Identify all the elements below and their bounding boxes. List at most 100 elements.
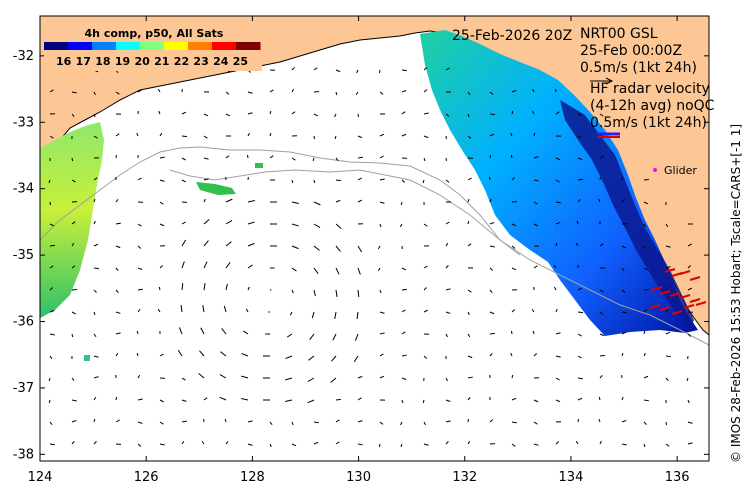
current-vector [355, 333, 359, 341]
current-vector [181, 420, 187, 423]
current-vector [379, 133, 385, 137]
current-vector [137, 443, 142, 447]
current-vector [241, 375, 249, 379]
current-vector [577, 287, 583, 291]
current-vector [533, 223, 539, 227]
current-vector [599, 113, 604, 117]
current-vector [357, 397, 362, 401]
current-vector [643, 223, 646, 228]
current-vector [291, 443, 297, 447]
current-vector [555, 399, 561, 403]
current-vector [555, 308, 558, 313]
current-vector [159, 156, 165, 159]
current-vector [401, 309, 406, 313]
current-vector [510, 132, 513, 137]
current-vector [379, 223, 382, 228]
current-vector [576, 220, 579, 225]
current-vector [357, 199, 363, 203]
current-vector [313, 245, 320, 251]
current-vector [313, 201, 321, 206]
current-vector [137, 398, 143, 401]
current-vector [137, 245, 142, 249]
current-vector [577, 311, 583, 314]
current-vector [202, 305, 205, 313]
current-vector [269, 155, 274, 159]
current-vector [159, 443, 165, 446]
current-vector [137, 288, 143, 291]
radar-label-2: (4-12h avg) noQC [590, 98, 715, 114]
current-vector [201, 440, 205, 445]
current-vector [137, 374, 141, 379]
colorbar-tick-label: 22 [174, 55, 189, 68]
current-vector [401, 267, 407, 271]
radar-arrow [669, 292, 681, 297]
current-vector [269, 132, 272, 137]
current-vector [285, 355, 293, 360]
sst-coastal-dark-band [560, 100, 694, 330]
current-vector [467, 311, 470, 316]
current-vector [423, 157, 426, 162]
current-vector [445, 399, 451, 402]
current-vector [307, 377, 315, 382]
radar-arrow [659, 290, 671, 295]
current-vector [49, 265, 54, 269]
current-vector [355, 91, 359, 96]
current-vector [665, 266, 671, 269]
current-vector [181, 111, 187, 115]
current-vector [159, 353, 164, 357]
current-vector [379, 311, 385, 314]
date-label: 25-Feb-2026 20Z [452, 28, 572, 44]
current-vector [445, 311, 451, 314]
current-vector [401, 377, 407, 381]
current-vector [665, 355, 671, 358]
colorbar-segment [116, 42, 141, 50]
current-vector [575, 440, 579, 445]
current-vector [553, 264, 557, 269]
colorbar-segment [188, 42, 213, 50]
current-vector [137, 267, 143, 271]
current-vector [330, 377, 337, 383]
current-vector [423, 355, 428, 359]
current-vector [467, 440, 471, 445]
current-vector [687, 287, 693, 291]
current-vector [511, 223, 517, 227]
current-vector [577, 178, 583, 181]
current-vector [71, 113, 75, 118]
current-vector [599, 375, 603, 379]
current-vector [181, 440, 185, 445]
current-vector [533, 443, 539, 446]
current-vector [687, 243, 692, 247]
sst-patch-dot [84, 355, 90, 361]
current-vector [137, 223, 142, 227]
current-vector [445, 420, 451, 423]
current-vector [356, 69, 359, 74]
x-tick-label: 130 [346, 470, 371, 485]
sst-patch-west [40, 122, 104, 318]
current-vector [313, 113, 318, 117]
x-axis: 124 126 128 130 132 134 136 [28, 16, 690, 485]
current-vector [269, 443, 272, 448]
current-vector [49, 355, 53, 360]
current-vector [115, 332, 121, 335]
current-vector [136, 330, 139, 335]
current-vector [577, 377, 583, 380]
current-vector [621, 199, 626, 203]
current-vector [177, 349, 183, 357]
colorbar-tick-label: 24 [213, 55, 229, 68]
colorbar-segment [212, 42, 237, 50]
current-vector [71, 311, 76, 315]
current-vector [93, 113, 96, 118]
current-vector [423, 89, 428, 93]
current-vector [599, 354, 605, 357]
current-vector [533, 265, 538, 269]
current-vector [445, 67, 450, 71]
current-vector [179, 327, 183, 335]
current-vector [401, 331, 406, 335]
current-vector [269, 89, 274, 93]
x-tick-label: 124 [28, 470, 53, 485]
radar-arrow [679, 294, 691, 299]
current-vector [247, 112, 253, 115]
current-vector [401, 179, 405, 183]
current-vector [643, 443, 646, 448]
